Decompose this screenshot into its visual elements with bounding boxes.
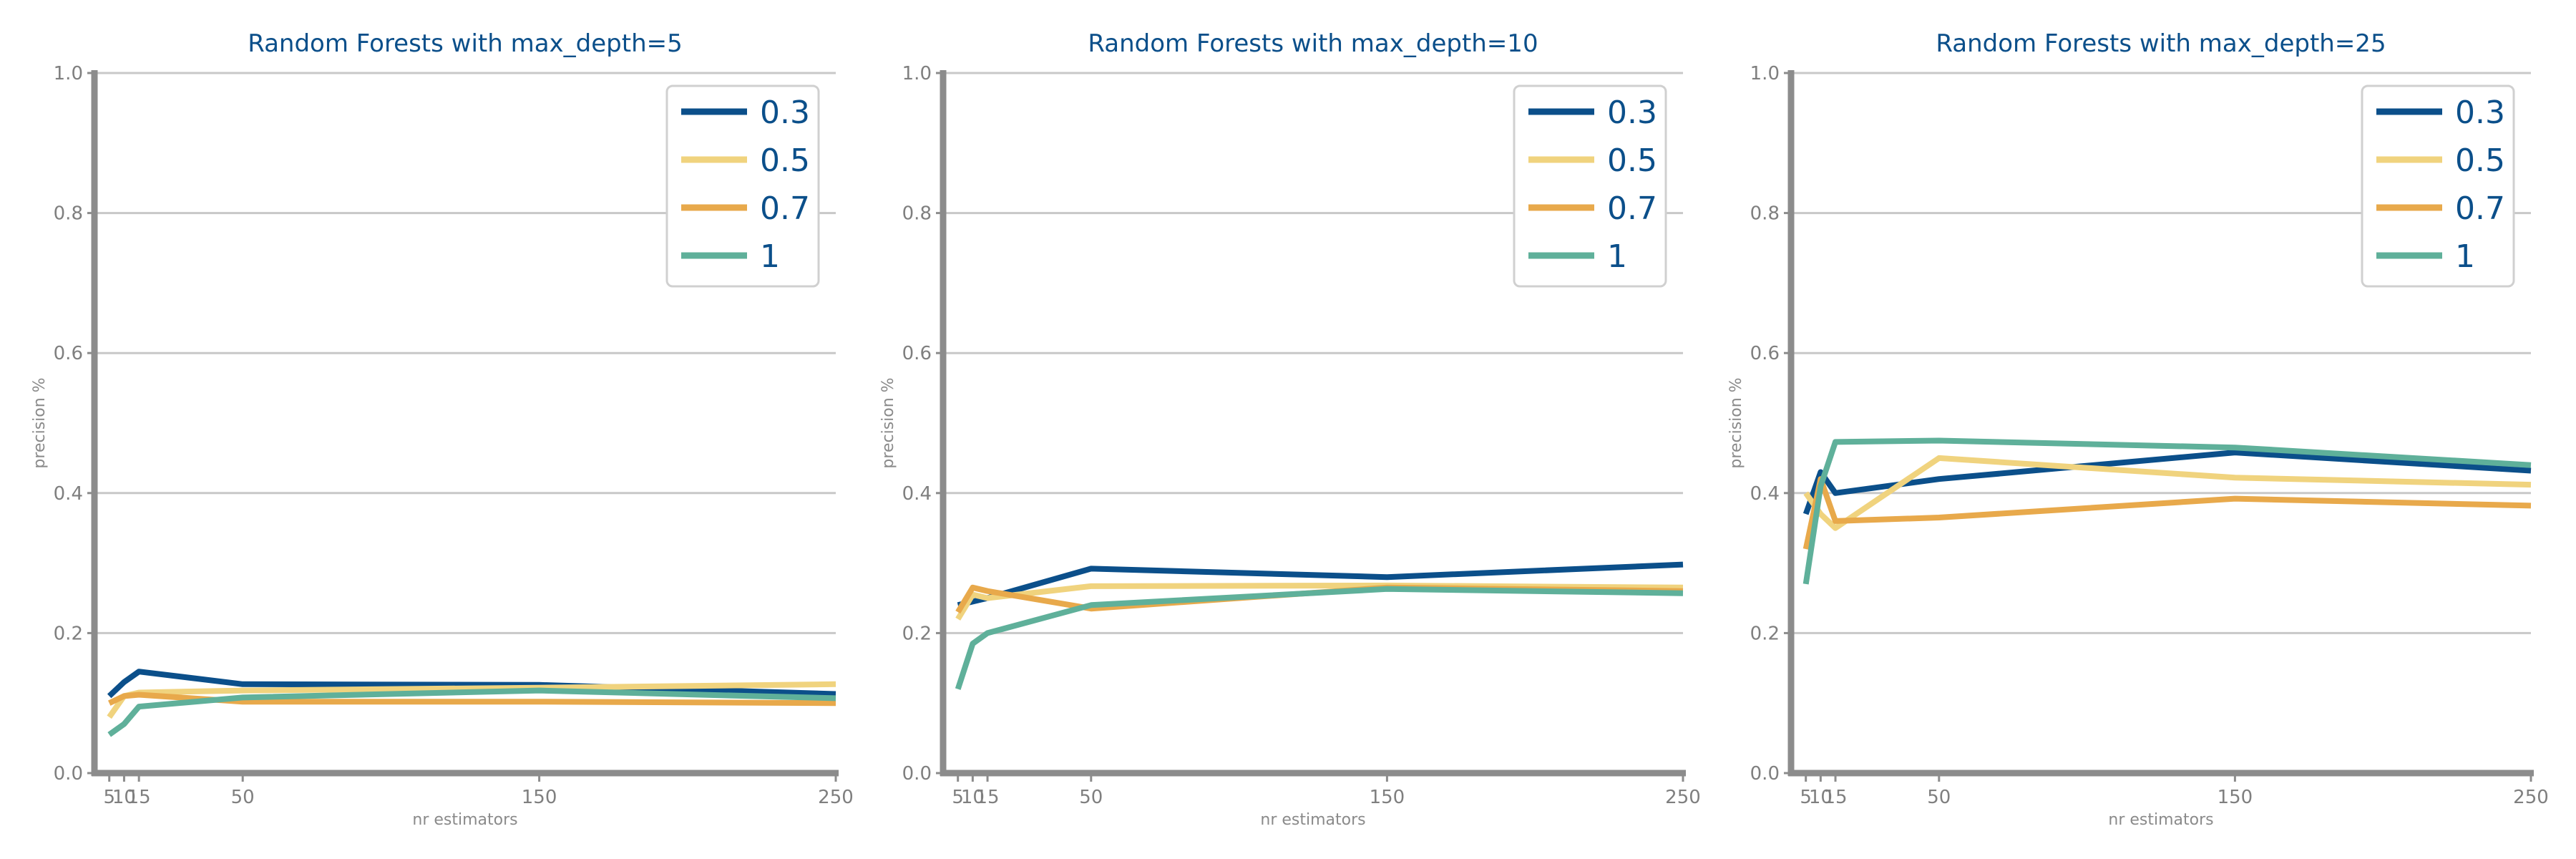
legend-label: 1 (1607, 238, 1627, 275)
legend-label: 1 (2455, 238, 2475, 275)
y-tick-label: 0.4 (902, 483, 932, 505)
x-axis-label: nr estimators (412, 811, 517, 829)
x-tick-label: 5 (1800, 787, 1812, 808)
x-tick-label: 150 (2218, 787, 2253, 808)
y-tick-label: 0.0 (1750, 763, 1780, 785)
y-tick-label: 0.6 (1750, 343, 1780, 364)
legend-box (665, 84, 820, 288)
x-tick-label: 5 (952, 787, 964, 808)
chart-panel-3: Random Forests with max_depth=25 0.0 0.2 0.… (1727, 29, 2549, 829)
y-tick-label: 0.4 (54, 483, 83, 505)
y-tick-label: 0.0 (54, 763, 83, 785)
chart-panel-1: Random Forests with max_depth=5 0.0 0.2 0.4… (31, 29, 854, 829)
chart-title: Random Forests with max_depth=5 (248, 29, 683, 58)
legend-label: 0.3 (2455, 94, 2505, 131)
y-tick-label: 0.2 (902, 623, 932, 644)
x-tick-label: 250 (818, 787, 854, 808)
x-tick-label: 50 (1079, 787, 1103, 808)
x-tick-label: 150 (1370, 787, 1405, 808)
x-axis-label: nr estimators (1260, 811, 1365, 829)
x-tick-label: 50 (231, 787, 255, 808)
x-tick-label: 50 (1927, 787, 1951, 808)
x-tick-label: 10 (961, 787, 985, 808)
x-tick-label: 10 (1809, 787, 1833, 808)
y-tick-label: 0.2 (54, 623, 83, 644)
chart-title: Random Forests with max_depth=25 (1936, 29, 2386, 58)
y-tick-label: 0.6 (54, 343, 83, 364)
legend-box (1513, 84, 1667, 288)
legend: 0.3 0.5 0.7 1 (1513, 84, 1667, 288)
y-tick-label: 0.0 (902, 763, 932, 785)
legend-label: 0.7 (2455, 190, 2505, 227)
legend: 0.3 0.5 0.7 1 (665, 84, 820, 288)
x-tick-label: 250 (2513, 787, 2549, 808)
x-tick-label: 10 (112, 787, 136, 808)
x-tick-label: 15 (127, 787, 151, 808)
series-line-1 (1802, 437, 2532, 585)
chart-panel-2: Random Forests with max_depth=10 0.0 0.2 0.… (879, 29, 1701, 829)
series-line-0.7 (107, 691, 836, 707)
chart-title: Random Forests with max_depth=10 (1088, 29, 1538, 58)
legend-label: 0.7 (1607, 190, 1657, 227)
x-tick-label: 15 (975, 787, 999, 808)
y-axis-label: precision % (879, 377, 897, 468)
x-axis-label: nr estimators (2108, 811, 2213, 829)
x-tick-label: 5 (103, 787, 115, 808)
series-line-1 (107, 687, 836, 737)
y-axis-label: precision % (31, 377, 49, 468)
y-tick-label: 0.4 (1750, 483, 1780, 505)
legend-label: 0.5 (1607, 142, 1657, 179)
y-tick-label: 0.8 (1750, 203, 1780, 225)
legend-label: 0.5 (2455, 142, 2505, 179)
x-tick-label: 15 (1823, 787, 1847, 808)
y-tick-label: 0.8 (902, 203, 932, 225)
legend-label: 0.3 (1607, 94, 1657, 131)
legend-box (2361, 84, 2515, 288)
legend-label: 0.5 (760, 142, 810, 179)
y-tick-label: 0.8 (54, 203, 83, 225)
legend-label: 1 (760, 238, 780, 275)
y-tick-label: 1.0 (54, 63, 83, 84)
y-tick-label: 1.0 (1750, 63, 1780, 84)
legend-label: 0.3 (760, 94, 810, 131)
series-line-1 (955, 586, 1684, 690)
y-tick-label: 0.2 (1750, 623, 1780, 644)
series-line-0.7 (1802, 476, 2532, 550)
y-tick-label: 0.6 (902, 343, 932, 364)
y-tick-label: 1.0 (902, 63, 932, 84)
x-tick-label: 250 (1665, 787, 1701, 808)
legend-label: 0.7 (760, 190, 810, 227)
legend: 0.3 0.5 0.7 1 (2361, 84, 2515, 288)
x-tick-label: 150 (522, 787, 557, 808)
y-axis-label: precision % (1727, 377, 1745, 468)
